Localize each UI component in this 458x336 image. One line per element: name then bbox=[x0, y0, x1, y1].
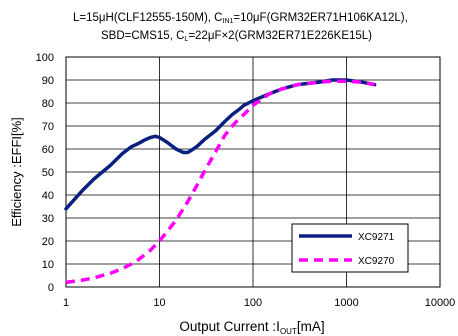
y-tick-label: 40 bbox=[42, 190, 54, 202]
x-tick-label: 10000 bbox=[425, 297, 456, 309]
x-tick-label: 100 bbox=[244, 297, 262, 309]
x-tick-label: 10 bbox=[153, 297, 165, 309]
chart-caption-line1: L=15μH(CLF12555-150M), CIN1=10μF(GRM32ER… bbox=[73, 12, 408, 25]
chart-caption-line2: SBD=CMS15, CL=22μF×2(GRM32ER71E226KE15L) bbox=[101, 30, 373, 43]
series-line-xc9271 bbox=[64, 78, 377, 211]
y-tick-labels: 0 10 20 30 40 50 60 70 80 90 100 bbox=[36, 52, 54, 294]
y-tick-label: 100 bbox=[36, 52, 54, 64]
legend-label: XC9270 bbox=[358, 256, 395, 267]
legend-box bbox=[291, 223, 409, 273]
legend-label: XC9271 bbox=[358, 232, 395, 243]
y-tick-label: 30 bbox=[42, 213, 54, 225]
plot-frame bbox=[65, 56, 441, 288]
x-axis-label: Output Current :IOUT[mA] bbox=[179, 319, 324, 336]
series-line-xc9270 bbox=[65, 79, 375, 285]
y-tick-label: 70 bbox=[42, 121, 54, 133]
y-tick-label: 60 bbox=[42, 144, 54, 156]
y-tick-label: 50 bbox=[42, 167, 54, 179]
x-tick-label: 1 bbox=[63, 297, 69, 309]
x-tick-labels: 1 10 100 1000 10000 bbox=[63, 297, 455, 309]
legend: XC9271 XC9270 bbox=[291, 223, 409, 273]
y-tick-label: 20 bbox=[42, 236, 54, 248]
y-axis-label: Efficiency :EFFI[%] bbox=[9, 117, 24, 227]
series-lines bbox=[64, 78, 377, 285]
x-tick-label: 1000 bbox=[334, 297, 358, 309]
y-tick-label: 10 bbox=[42, 259, 54, 271]
y-tick-label: 90 bbox=[42, 75, 54, 87]
y-tick-label: 0 bbox=[48, 282, 54, 294]
y-tick-label: 80 bbox=[42, 98, 54, 110]
